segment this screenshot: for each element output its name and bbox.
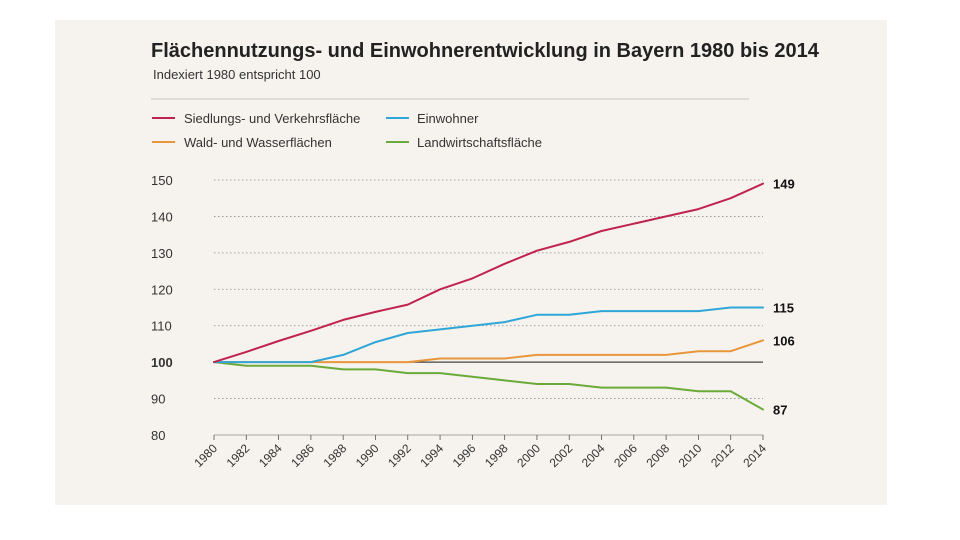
x-tick-label: 1980 [191,441,220,470]
x-tick-label: 1984 [256,441,285,470]
legend: Siedlungs- und Verkehrsfläche Einwohner … [152,111,542,150]
series-line-0 [213,182,764,364]
series-line-1 [213,306,764,364]
y-tick-label: 130 [151,246,173,261]
line-chart: Flächennutzungs- und Einwohnerentwicklun… [151,40,820,470]
x-tick-label: 2004 [579,441,608,470]
y-tick-label: 110 [151,319,172,334]
legend-item-landwirtschaft: Landwirtschaftsfläche [386,135,542,150]
legend-item-wald: Wald- und Wasserflächen [152,135,332,150]
x-tick-label: 2000 [514,441,543,470]
y-tick-label: 140 [151,209,173,224]
series-line-2 [213,339,764,364]
x-tick-label: 2012 [708,441,737,470]
x-axis: 1980 1982 1984 1986 1988 1990 1992 1994 1996 1998… [191,435,769,470]
gridlines [214,179,763,436]
y-tick-label: 80 [151,428,165,443]
x-tick-label: 2010 [676,441,705,470]
y-axis: 80 90 100 110 120 130 140 150 [151,173,173,443]
x-tick-label: 2014 [740,441,769,470]
x-tick-label: 1998 [482,441,511,470]
end-value-label: 106 [773,333,795,348]
y-tick-label: 100 [151,355,173,370]
x-tick-label: 1990 [353,441,382,470]
legend-label: Wald- und Wasserflächen [184,135,332,150]
x-tick-label: 2008 [643,441,672,470]
x-tick-label: 1994 [417,441,446,470]
legend-item-einwohner: Einwohner [386,111,479,126]
legend-item-siedlung: Siedlungs- und Verkehrsfläche [152,111,360,126]
x-tick-label: 2006 [611,441,640,470]
end-labels: 149 115 106 87 [773,177,795,418]
x-tick-label: 1996 [450,441,479,470]
x-tick-label: 1992 [385,441,414,470]
end-value-label: 87 [773,403,787,418]
legend-label: Einwohner [417,111,479,126]
series-lines [213,182,764,411]
x-tick-label: 1986 [288,441,317,470]
chart-title: Flächennutzungs- und Einwohnerentwicklun… [151,40,820,62]
y-tick-label: 150 [151,173,173,188]
series-line-3 [213,361,764,411]
x-tick-label: 2002 [547,441,576,470]
end-value-label: 115 [773,301,794,316]
y-tick-label: 90 [151,392,165,407]
end-value-label: 149 [773,177,795,192]
chart-subtitle: Indexiert 1980 entspricht 100 [153,67,321,82]
x-tick-label: 1988 [321,441,350,470]
y-tick-label: 120 [151,282,173,297]
legend-label: Siedlungs- und Verkehrsfläche [184,111,360,126]
chart-panel: Flächennutzungs- und Einwohnerentwicklun… [55,20,887,505]
x-tick-label: 1982 [224,441,253,470]
legend-label: Landwirtschaftsfläche [417,135,542,150]
